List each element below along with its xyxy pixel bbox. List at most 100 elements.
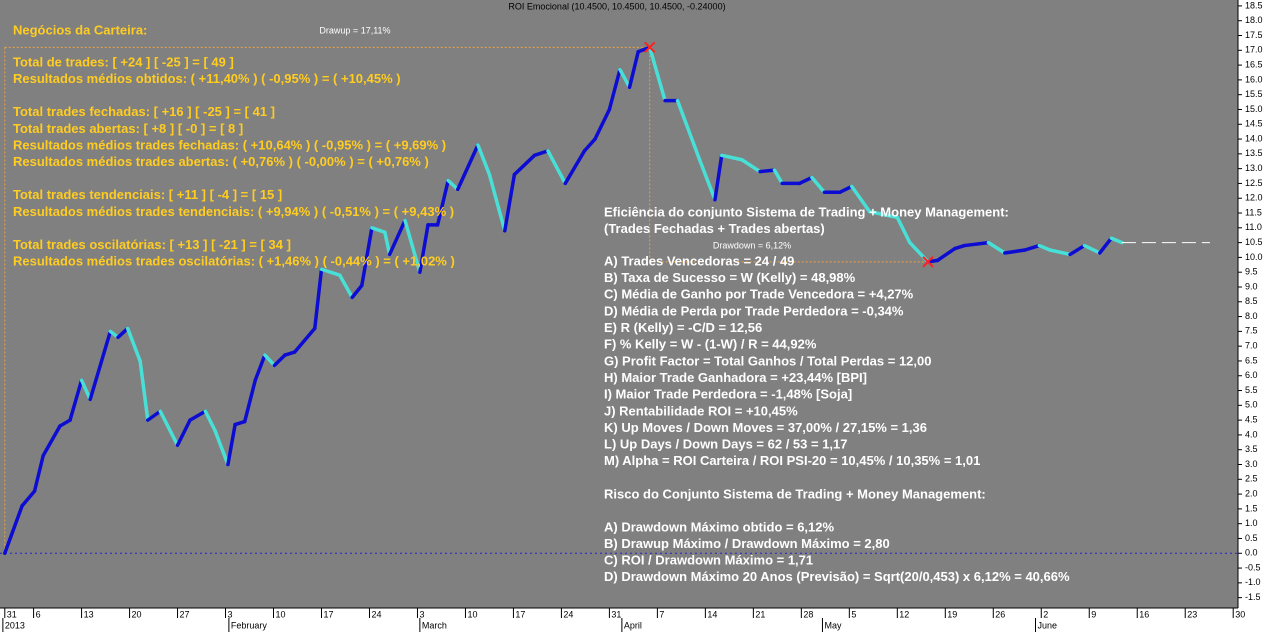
y-tick-label: 11.0: [1245, 222, 1262, 232]
line-segment: [607, 67, 622, 112]
plot-area: [0, 0, 1238, 608]
line-segment: [810, 175, 827, 195]
stat-line: Total trades abertas: [ +8 ] [ -0 ] = [ …: [13, 121, 243, 136]
line-segment: [1082, 243, 1102, 255]
y-tick-label: 12.5: [1245, 178, 1263, 188]
y-tick-label: 2.0: [1245, 488, 1258, 498]
x-tick-label: 16: [1139, 609, 1149, 619]
line-segment: [962, 240, 991, 248]
line-segment: [697, 158, 717, 202]
line-segment: [986, 240, 1007, 255]
y-tick-label: 1.0: [1245, 518, 1258, 528]
chart-title: ROI Emocional (10.4500, 10.4500, 10.4500…: [508, 1, 725, 11]
x-tick-label: 24: [563, 609, 573, 619]
stat-line: Resultados médios trades abertas: ( +0,7…: [13, 154, 429, 169]
y-tick-label: 18.0: [1245, 15, 1263, 25]
line-segment: [487, 172, 507, 233]
y-tick-label: 1.5: [1245, 503, 1258, 513]
x-tick-label: 21: [755, 609, 765, 619]
panel-title: Eficiência do conjunto Sistema de Tradin…: [604, 204, 1009, 219]
stat-line: Total trades fechadas: [ +16 ] [ -25 ] =…: [13, 104, 275, 119]
line-segment: [360, 226, 374, 288]
line-segment: [79, 378, 92, 402]
x-tick-label: 3: [419, 609, 424, 619]
drawup-label: Drawup = 17,11%: [319, 25, 390, 35]
stat-line: C) ROI / Drawdown Máximo = 1,71: [604, 553, 813, 568]
month-label: February: [231, 620, 268, 630]
stat-line: Resultados médios trades tendenciais: ( …: [13, 204, 454, 219]
month-label: April: [624, 620, 642, 630]
x-tick-label: 5: [851, 609, 856, 619]
line-segment: [292, 326, 317, 354]
y-tick-label: 5.5: [1245, 385, 1258, 395]
line-segment: [263, 353, 277, 368]
stat-line: Total trades oscilatórias: [ +13 ] [ -21…: [13, 237, 291, 252]
line-segment: [370, 226, 387, 235]
x-tick-label: 20: [132, 609, 142, 619]
y-tick-label: 3.0: [1245, 459, 1258, 469]
x-tick-label: 26: [995, 609, 1005, 619]
y-tick-label: 7.5: [1245, 326, 1258, 336]
line-segment: [188, 409, 208, 422]
stat-line: F) % Kelly = W - (1-W) / R = 44,92%: [604, 337, 817, 352]
y-tick-label: 8.0: [1245, 311, 1258, 321]
stat-line: C) Média de Ganho por Trade Vencedora = …: [604, 287, 914, 302]
line-segment: [867, 209, 900, 220]
line-segment: [350, 283, 364, 300]
y-tick-label: 0.0: [1245, 548, 1258, 558]
line-segment: [772, 168, 784, 186]
line-segment: [58, 418, 72, 428]
stat-line: L) Up Days / Down Days = 62 / 53 = 1,17: [604, 437, 848, 452]
line-segment: [1068, 243, 1087, 257]
stat-line: D) Média de Perda por Trade Perdedora = …: [604, 303, 904, 318]
line-segment: [647, 45, 667, 103]
line-segment: [175, 418, 192, 448]
y-tick-label: 8.5: [1245, 296, 1258, 306]
x-tick-label: 7: [659, 609, 664, 619]
line-segment: [935, 246, 957, 263]
stat-line: M) Alpha = ROI Carteira / ROI PSI-20 = 1…: [604, 453, 980, 468]
line-segment: [20, 489, 37, 508]
line-segment: [138, 359, 150, 422]
line-segment: [337, 273, 354, 300]
stat-line: A) Trades Vencedoras = 24 / 49: [604, 253, 794, 268]
stat-line: B) Taxa de Sucesso = W (Kelly) = 48,98%: [604, 270, 856, 285]
y-tick-label: 18.5: [1245, 0, 1263, 10]
stat-line: Resultados médios trades oscilatórias: (…: [13, 254, 455, 269]
x-tick-label: 10: [467, 609, 477, 619]
y-tick-label: 0.5: [1245, 533, 1258, 543]
y-tick-label: -1.0: [1245, 577, 1261, 587]
y-tick-label: 14.0: [1245, 133, 1263, 143]
y-tick-label: 15.0: [1245, 104, 1263, 114]
x-tick-label: 23: [1187, 609, 1197, 619]
line-segment: [476, 143, 492, 177]
y-tick-label: 3.5: [1245, 444, 1258, 454]
line-segment: [563, 149, 587, 186]
y-tick-label: -1.5: [1245, 592, 1261, 602]
y-tick-label: -0.5: [1245, 562, 1261, 572]
y-tick-label: 5.0: [1245, 400, 1258, 410]
line-segment: [418, 223, 430, 274]
line-segment: [713, 153, 724, 202]
x-tick-label: 30: [1235, 609, 1245, 619]
line-segment: [758, 168, 777, 174]
line-segment: [446, 178, 460, 192]
line-segment: [158, 409, 180, 448]
line-segment: [512, 153, 537, 177]
y-tick-label: 10.0: [1245, 252, 1263, 262]
line-segment: [383, 230, 392, 257]
x-tick-label: 10: [276, 609, 286, 619]
line-segment: [849, 184, 872, 214]
stat-line: B) Drawup Máximo / Drawdown Máximo = 2,8…: [604, 536, 890, 551]
y-tick-label: 11.5: [1245, 207, 1262, 217]
y-tick-label: 7.0: [1245, 341, 1258, 351]
panel-title: Risco do Conjunto Sistema de Trading + M…: [604, 486, 986, 501]
stat-line: H) Maior Trade Ganhadora = +23,44% [BPI]: [604, 370, 867, 385]
line-segment: [146, 409, 163, 422]
line-segment: [627, 50, 640, 90]
line-segment: [226, 422, 237, 467]
line-segment: [125, 326, 142, 363]
stat-line: I) Maior Trade Perdedora = -1,48% [Soja]: [604, 387, 852, 402]
y-tick-label: 4.0: [1245, 429, 1258, 439]
y-tick-label: 13.0: [1245, 163, 1263, 173]
